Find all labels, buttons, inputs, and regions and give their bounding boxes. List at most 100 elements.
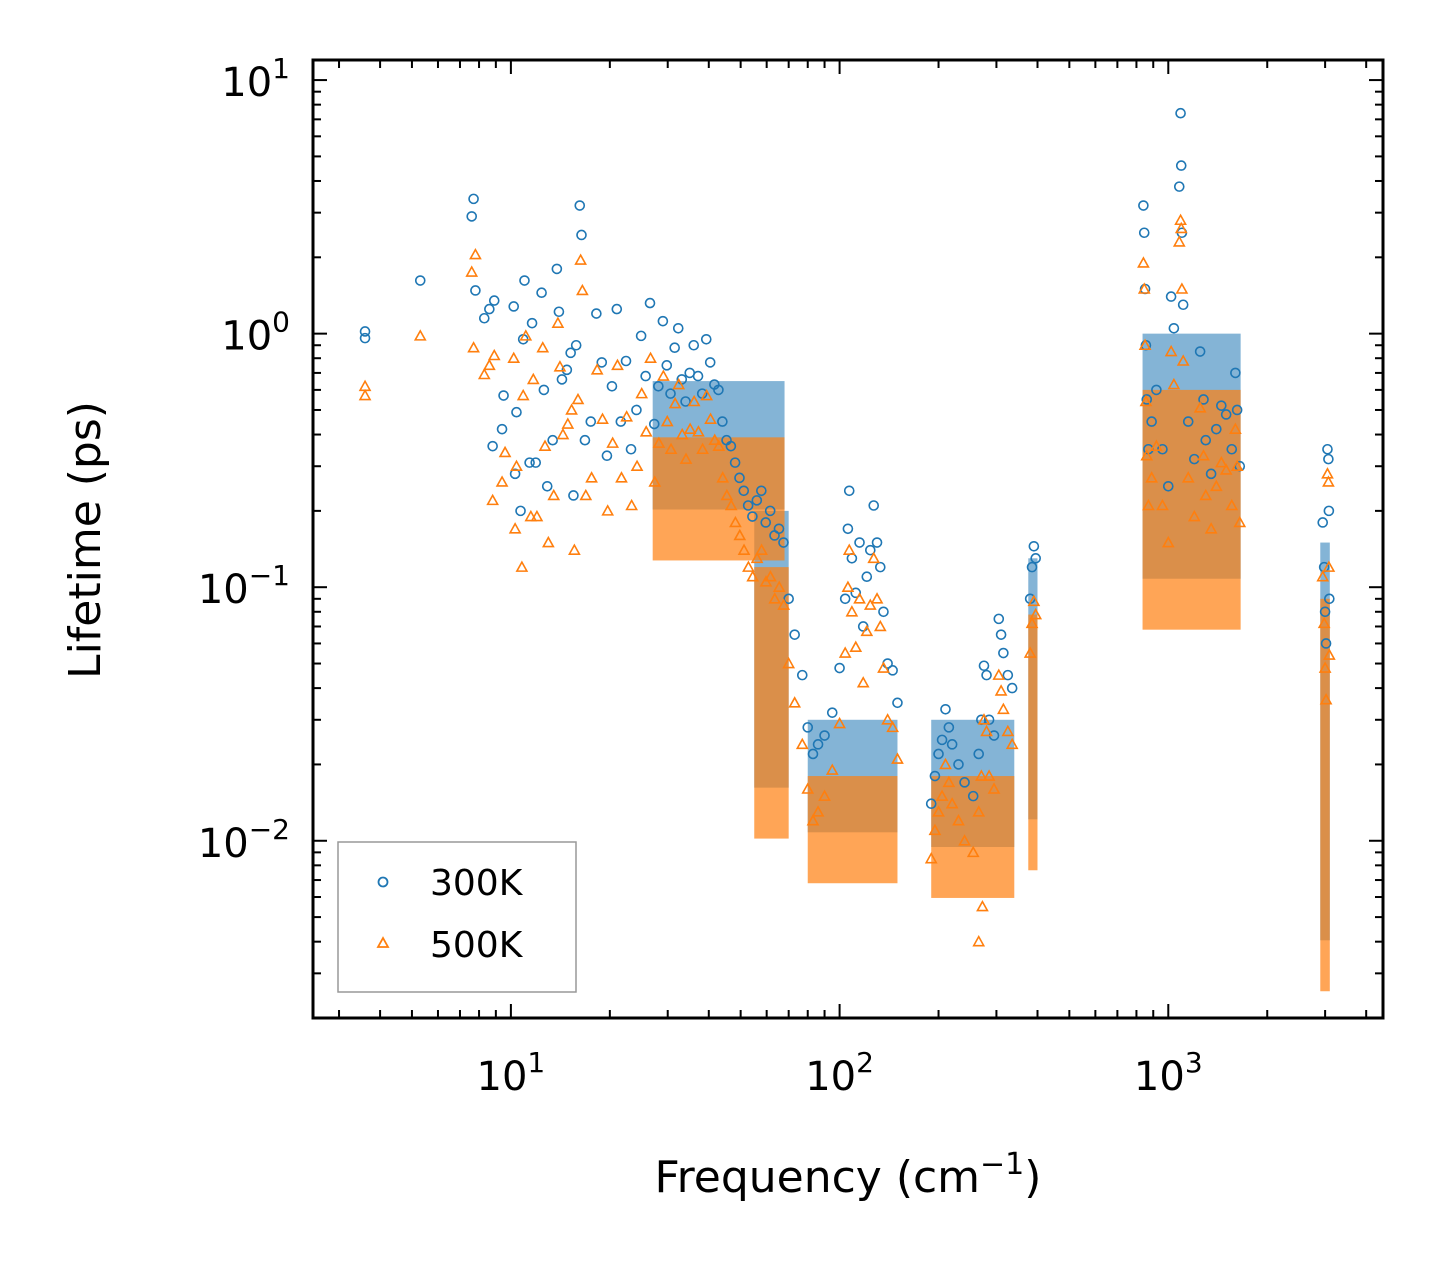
point-300K-87 (826, 707, 838, 718)
point-500K-82 (795, 737, 809, 750)
point-300K-22 (538, 384, 550, 396)
point-500K-162 (1318, 661, 1332, 673)
point-300K-155 (1220, 409, 1232, 420)
point-500K-99 (870, 592, 884, 604)
point-300K-11 (498, 390, 509, 401)
point-500K-44 (630, 459, 644, 472)
point-500K-88 (833, 716, 846, 729)
point-300K-21 (536, 287, 547, 299)
y-tick-label-0: 101 (221, 52, 290, 106)
point-500K-159 (1233, 515, 1247, 528)
point-500K-53 (668, 396, 682, 409)
point-300K-131 (1138, 227, 1150, 239)
point-500K-86 (818, 789, 831, 801)
point-300K-80 (783, 593, 794, 605)
point-300K-0 (359, 326, 371, 337)
point-500K-24 (547, 488, 561, 501)
point-500K-38 (601, 504, 615, 516)
point-500K-108 (935, 789, 949, 801)
point-500K-72 (746, 570, 760, 582)
point-300K-45 (635, 330, 647, 342)
point-500K-6 (477, 367, 491, 380)
point-300K-154 (1216, 400, 1227, 411)
point-300K-76 (764, 505, 776, 517)
point-500K-68 (729, 515, 742, 528)
point-300K-139 (1162, 481, 1174, 492)
point-300K-88 (834, 662, 845, 674)
point-500K-142 (1172, 235, 1186, 247)
point-500K-114 (966, 845, 980, 858)
point-300K-69 (734, 472, 745, 484)
point-500K-128 (1027, 594, 1041, 607)
point-300K-104 (892, 697, 903, 709)
point-500K-12 (507, 351, 521, 364)
tick-labels: 101 102 103 101 100 10−1 10−2 (198, 52, 1203, 1100)
point-300K-110 (943, 722, 955, 733)
point-500K-57 (683, 422, 697, 434)
point-500K-32 (574, 253, 588, 265)
point-300K-51 (661, 360, 673, 371)
point-300K-5 (470, 285, 481, 296)
point-500K-124 (1001, 724, 1015, 737)
point-500K-136 (1145, 471, 1159, 483)
point-500K-67 (724, 498, 738, 511)
point-500K-69 (733, 528, 747, 541)
point-300K-3 (466, 211, 478, 222)
point-300K-112 (953, 759, 964, 770)
point-300K-39 (606, 380, 618, 392)
point-500K-30 (568, 543, 581, 555)
point-300K-100 (875, 561, 886, 573)
point-300K-1 (359, 332, 371, 344)
point-500K-119 (982, 769, 996, 781)
point-300K-146 (1177, 299, 1189, 311)
legend-label-300k: 300K (430, 863, 524, 904)
point-300K-85 (812, 739, 824, 750)
dense-band-500K-4 (1028, 614, 1038, 871)
point-300K-93 (850, 587, 862, 599)
point-300K-149 (1194, 346, 1206, 357)
point-500K-42 (620, 410, 634, 422)
point-500K-140 (1164, 344, 1178, 357)
point-500K-92 (845, 605, 859, 617)
point-300K-67 (725, 440, 737, 452)
point-500K-137 (1150, 439, 1163, 451)
point-500K-2 (413, 329, 427, 341)
x-tick-label-1: 102 (805, 1046, 874, 1100)
point-300K-137 (1151, 384, 1162, 396)
point-300K-70 (738, 485, 750, 497)
point-500K-156 (1225, 498, 1239, 511)
point-300K-130 (1138, 200, 1149, 211)
point-500K-13 (508, 522, 522, 534)
point-500K-161 (1317, 616, 1331, 629)
point-300K-91 (843, 485, 855, 497)
point-300K-71 (742, 500, 754, 511)
point-300K-56 (680, 396, 691, 407)
point-500K-64 (712, 439, 726, 451)
point-300K-150 (1198, 394, 1209, 405)
point-300K-32 (574, 200, 586, 211)
point-500K-96 (860, 624, 874, 637)
point-500K-132 (1138, 338, 1152, 351)
point-500K-97 (863, 598, 877, 610)
point-300K-162 (1319, 606, 1331, 618)
point-300K-105 (925, 798, 937, 810)
point-500K-103 (886, 720, 899, 733)
point-500K-125 (1005, 737, 1019, 750)
point-500K-126 (1023, 646, 1037, 658)
point-500K-135 (1142, 498, 1155, 511)
point-500K-61 (700, 388, 713, 401)
point-500K-163 (1319, 693, 1333, 705)
point-300K-140 (1165, 291, 1177, 302)
point-300K-13 (509, 468, 521, 480)
y-tick-label-3: 10−2 (198, 813, 290, 867)
point-500K-60 (696, 442, 709, 455)
point-300K-74 (756, 485, 767, 497)
point-500K-155 (1219, 463, 1233, 475)
point-500K-9 (487, 348, 501, 361)
point-300K-73 (751, 495, 763, 506)
point-500K-110 (942, 775, 956, 788)
point-500K-123 (997, 702, 1010, 715)
point-300K-50 (657, 315, 669, 327)
point-300K-19 (526, 317, 538, 329)
x-tick-label-0: 101 (477, 1046, 546, 1100)
